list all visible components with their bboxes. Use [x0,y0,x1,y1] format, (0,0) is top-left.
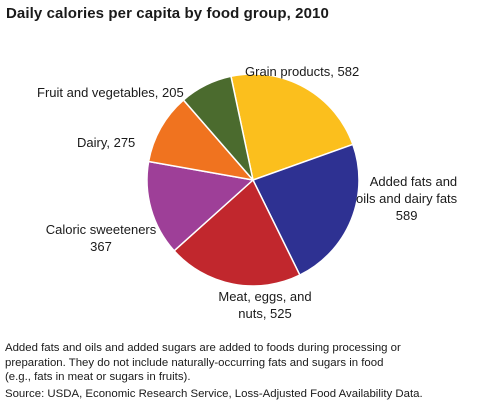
label-caloric-sweeteners: Caloric sweeteners 367 [42,221,160,255]
label-line: Grain products, 582 [245,64,360,79]
pie-slice-dairy [147,99,254,181]
footnote: Added fats and oils and added sugars are… [5,341,493,385]
label-line: Dairy, 275 [77,135,136,150]
label-line: 367 [90,239,112,254]
chart-title: Daily calories per capita by food group,… [6,5,329,22]
pie-slice-meat-eggs-and-nuts [173,179,301,287]
pie-slice-caloric-sweeteners [146,160,254,252]
label-fruit-vegetables: Fruit and vegetables, 205 [37,84,184,101]
label-line: nuts, 525 [238,306,292,321]
label-added-fats: Added fats and oils and dairy fats 589 [356,173,457,224]
label-grain-products: Grain products, 582 [245,63,359,80]
source-note: Source: USDA, Economic Research Service,… [5,388,423,400]
footnote-line: (e.g., fats in meat or sugars in fruits)… [5,371,191,383]
label-line: Fruit and vegetables, 205 [37,85,184,100]
pie-slice-fruit-and-vegetables [182,75,254,181]
footnote-line: Added fats and oils and added sugars are… [5,342,401,354]
pie-slice-added-fats-and-oils-and-dairy-fats [252,143,360,276]
label-line: Caloric sweeteners [45,222,157,237]
label-line: Added fats and [369,174,458,189]
label-line: 589 [395,208,418,223]
label-line: oils and dairy fats [356,191,458,206]
pie-slices [146,73,360,287]
label-meat-eggs-nuts: Meat, eggs, and nuts, 525 [190,288,340,322]
pie-slice-grain-products [230,73,354,181]
footnote-line: preparation. They do not include natural… [5,356,384,369]
label-line: Meat, eggs, and [218,289,312,304]
label-dairy: Dairy, 275 [77,134,135,151]
